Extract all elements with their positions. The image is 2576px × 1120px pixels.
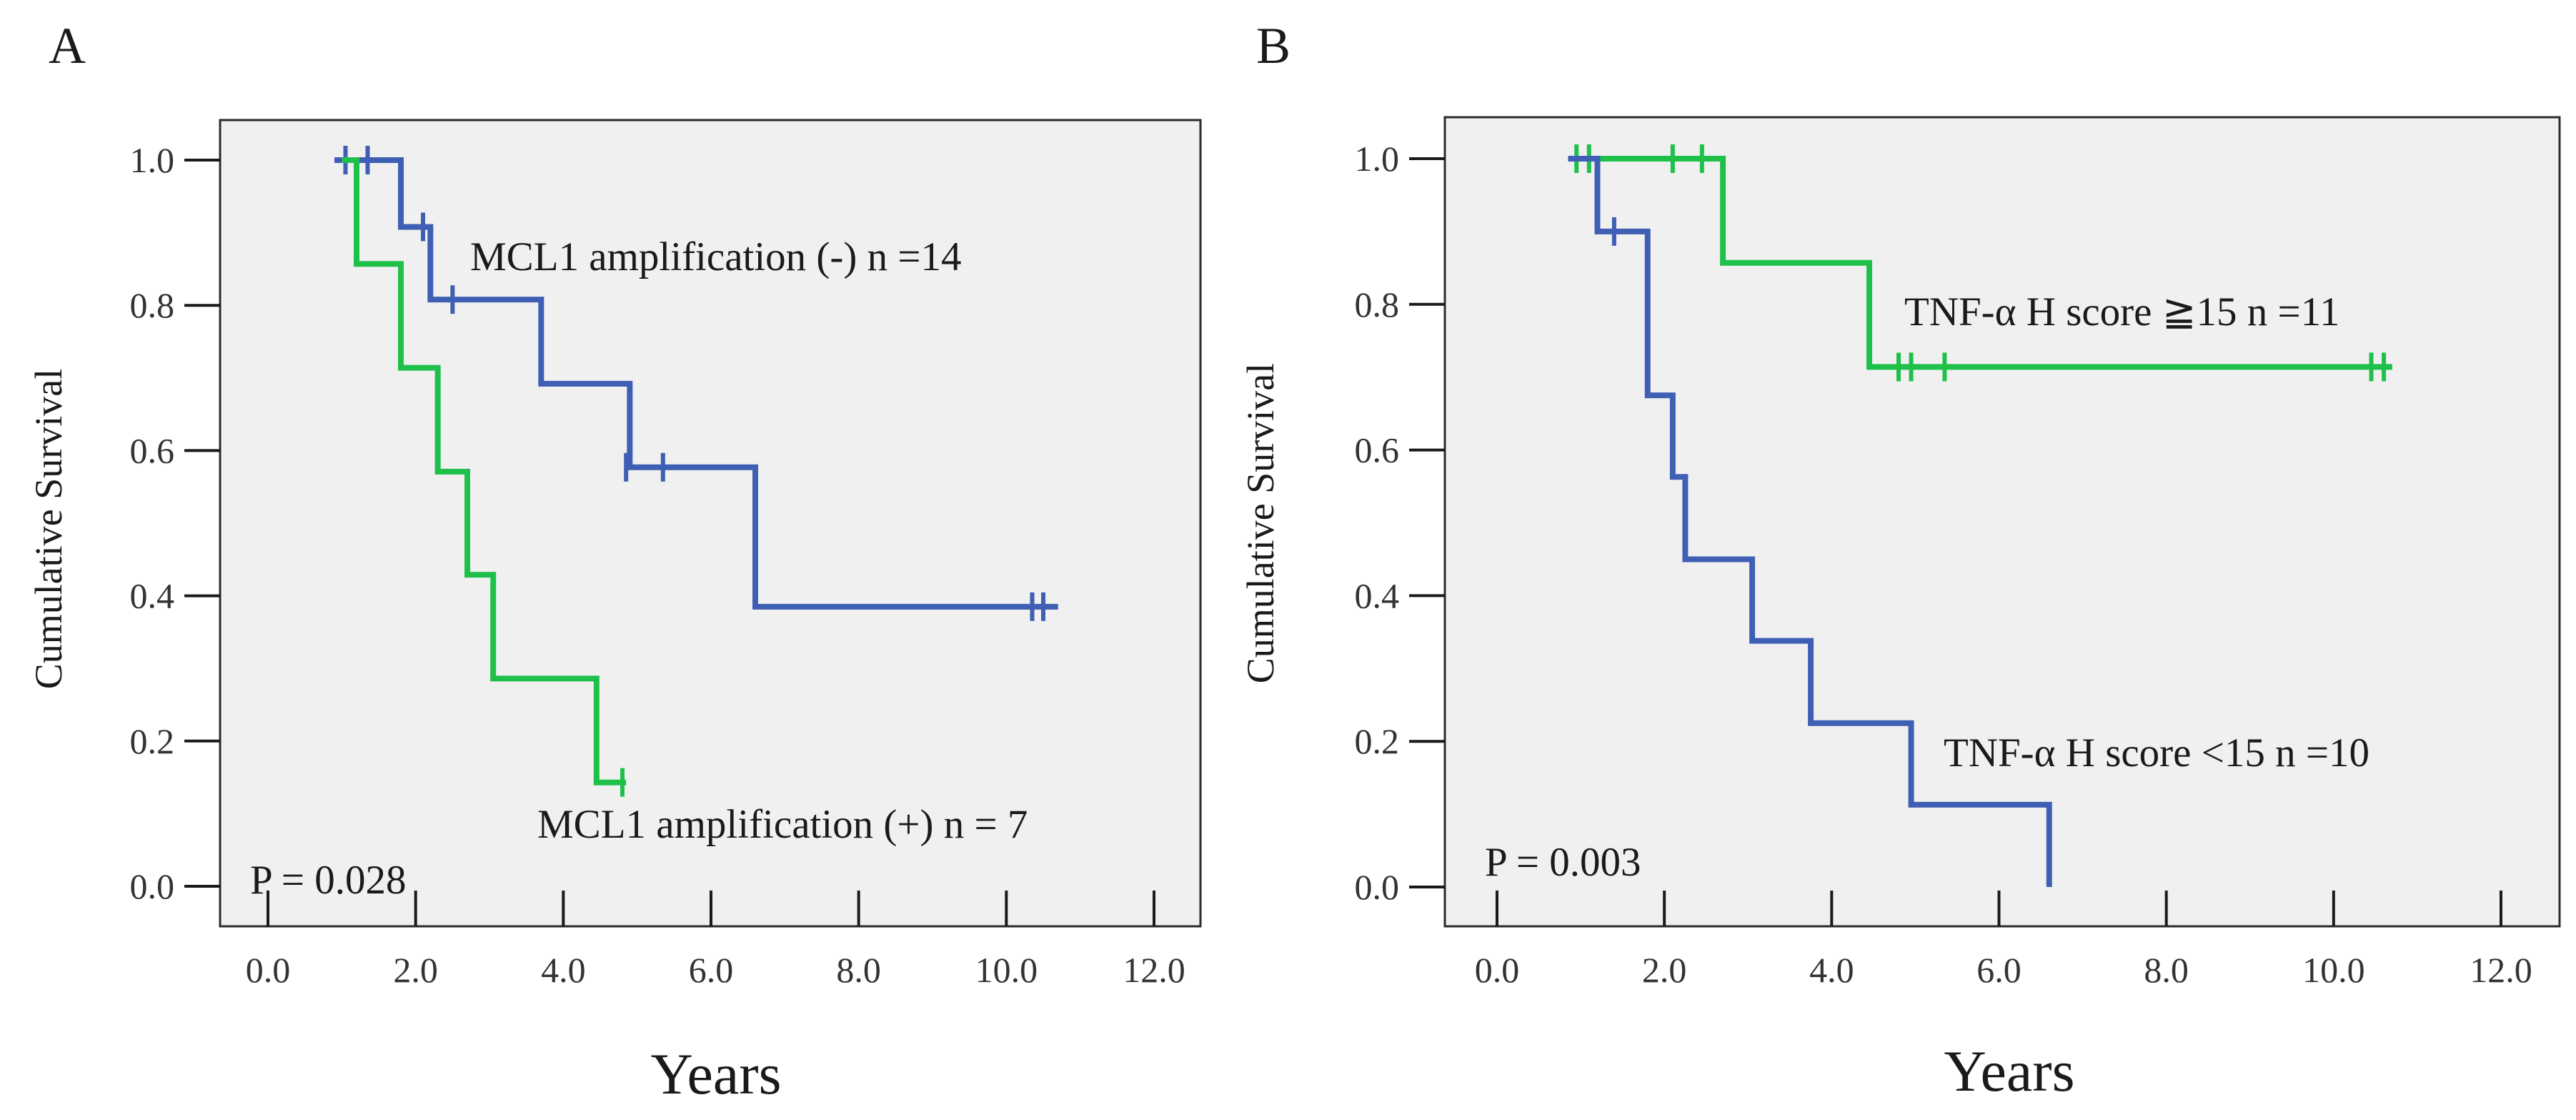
- panel-b-y-axis-title: Cumulative Survival: [1239, 363, 1282, 683]
- panel-b-letter: B: [1256, 17, 1291, 74]
- panel-b-label-series-2: TNF-α H score <15 n =10: [1944, 730, 2369, 775]
- panel-a-x-tick-label-4: 8.0: [836, 950, 881, 990]
- panel-b-y-tick-label-2: 0.4: [1355, 575, 1400, 615]
- panel-a-y-tick-label-1: 0.2: [130, 721, 175, 761]
- panel-a-y-axis-title: Cumulative Survival: [27, 369, 70, 689]
- panel-a-x-tick-label-3: 6.0: [689, 950, 734, 990]
- panel-b-series-1-curve: [1568, 156, 2392, 370]
- panel-a-series-1-curve: [334, 157, 1058, 610]
- panel-a-ticks: 0.0 0.2 0.4 0.6 0.8 1.0 0.0 2.0 4.0 6.0 8.0 10.0 12.…: [130, 140, 1185, 990]
- panel-b-y-tick-label-4: 0.8: [1355, 284, 1400, 324]
- panel-a-x-tick-label-2: 4.0: [541, 950, 586, 990]
- panel-a-letter: A: [49, 17, 86, 74]
- panel-b-y-tick-label-1: 0.2: [1355, 721, 1400, 761]
- panel-b-x-tick-label-1: 2.0: [1642, 950, 1687, 990]
- panel-a-plot-area: [219, 119, 1202, 928]
- panel-a-x-tick-label-6: 12.0: [1123, 950, 1185, 990]
- panel-b-plot-area: [1443, 116, 2561, 928]
- panel-a: A Cumulative Survival Years MCL1 amplifi…: [27, 17, 1202, 1106]
- panel-a-series-2-curve: [342, 157, 627, 786]
- panel-b-y-tick-label-3: 0.6: [1355, 430, 1400, 470]
- panel-b-series-2-curve: [1568, 156, 2052, 887]
- panel-a-label-series-2: MCL1 amplification (+) n = 7: [537, 802, 1028, 847]
- panel-a-x-tick-label-1: 2.0: [393, 950, 438, 990]
- panel-a-y-tick-label-5: 1.0: [130, 140, 175, 180]
- panel-a-x-tick-label-5: 10.0: [975, 950, 1038, 990]
- panel-a-x-axis-title: Years: [650, 1041, 781, 1106]
- panel-a-y-tick-label-3: 0.6: [130, 430, 175, 470]
- panel-b-p-value: P = 0.003: [1485, 840, 1641, 885]
- panel-b: B Cumulative Survival Years TNF-α H scor…: [1239, 17, 2561, 1104]
- panel-b-x-tick-label-3: 6.0: [1976, 950, 2021, 990]
- panel-b-x-axis-title: Years: [1944, 1039, 2074, 1104]
- panel-a-series: [334, 146, 1058, 797]
- panel-b-series: [1568, 144, 2392, 887]
- panel-a-p-value: P = 0.028: [250, 858, 406, 903]
- panel-b-ticks: 0.0 0.2 0.4 0.6 0.8 1.0 0.0 2.0 4.0 6.0 8.0 10.0 12.…: [1355, 139, 2532, 990]
- panel-b-x-tick-label-0: 0.0: [1475, 950, 1520, 990]
- panel-a-y-tick-label-2: 0.4: [130, 576, 175, 616]
- panel-a-y-tick-label-4: 0.8: [130, 285, 175, 325]
- panel-b-x-tick-label-2: 4.0: [1809, 950, 1854, 990]
- panel-a-label-series-1: MCL1 amplification (-) n =14: [470, 234, 962, 279]
- panel-b-x-tick-label-6: 12.0: [2470, 950, 2532, 990]
- panel-b-y-tick-label-0: 0.0: [1355, 867, 1400, 907]
- panel-a-y-tick-label-0: 0.0: [130, 866, 175, 906]
- panel-a-x-tick-label-0: 0.0: [246, 950, 291, 990]
- panel-b-y-tick-label-5: 1.0: [1355, 139, 1400, 179]
- panel-b-x-tick-label-4: 8.0: [2144, 950, 2189, 990]
- panel-b-label-series-1: TNF-α H score ≧15 n =11: [1904, 289, 2340, 334]
- panel-b-x-tick-label-5: 10.0: [2302, 950, 2365, 990]
